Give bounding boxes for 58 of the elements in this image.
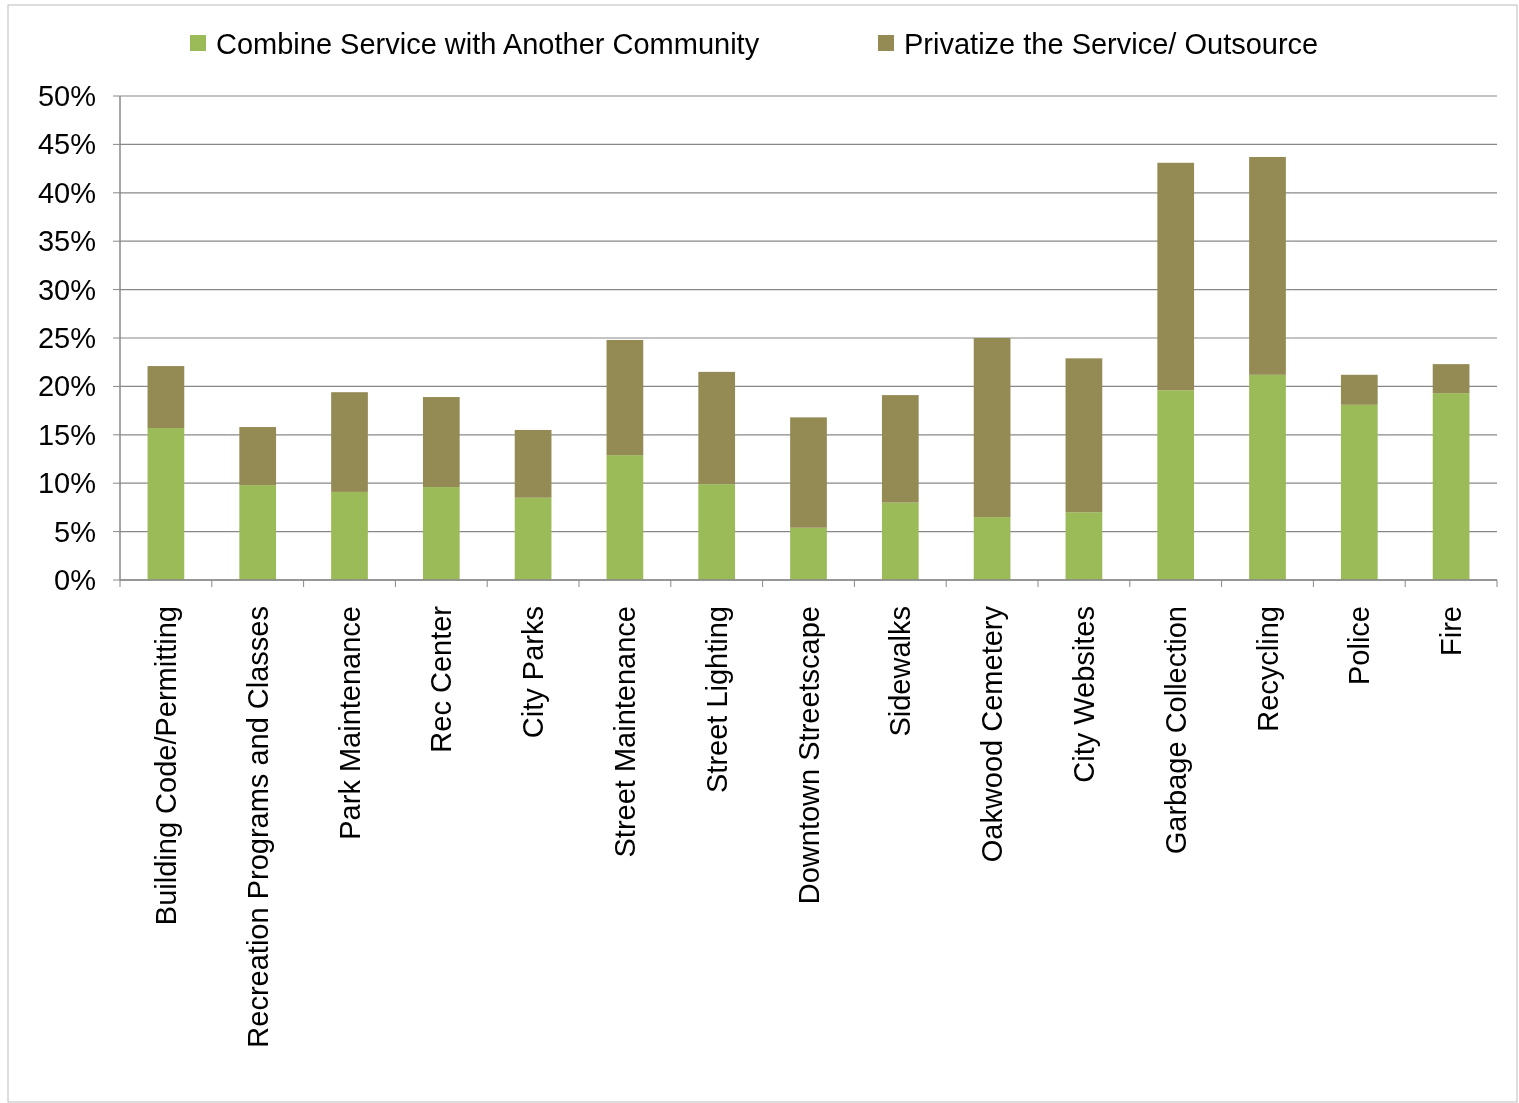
bar — [698, 371, 736, 485]
x-tick-label: Park Maintenance — [333, 606, 366, 840]
bar — [331, 491, 368, 580]
x-tick-label: Building Code/Permitting — [149, 606, 182, 926]
x-tick-label: Recycling — [1251, 606, 1284, 732]
y-tick-label: 20% — [37, 370, 96, 403]
bar — [1065, 512, 1103, 580]
bar — [1340, 374, 1378, 405]
y-tick-label: 10% — [37, 467, 96, 500]
bar — [331, 392, 368, 492]
x-tick-label: City Websites — [1067, 606, 1100, 783]
x-tick-label: Street Lighting — [700, 606, 733, 794]
y-tick-label: 5% — [54, 515, 96, 548]
bar — [881, 502, 919, 580]
x-tick-label: Fire — [1435, 606, 1468, 656]
x-tick-label: Sidewalks — [884, 606, 917, 737]
bar — [606, 455, 644, 580]
bar — [514, 429, 552, 498]
x-tick-label: Street Maintenance — [608, 606, 641, 858]
bar — [147, 366, 185, 429]
y-tick-label: 25% — [37, 322, 96, 354]
bar — [606, 339, 644, 456]
bar — [698, 484, 736, 580]
bar — [1432, 364, 1470, 394]
bar — [790, 417, 827, 528]
bar — [790, 527, 827, 580]
bar — [1249, 156, 1286, 375]
legend-label: Combine Service with Another Community — [216, 28, 760, 60]
bar — [422, 487, 460, 580]
x-tick-label: Rec Center — [425, 605, 458, 753]
y-tick-label: 40% — [37, 176, 96, 209]
x-tick-label: Recreation Programs and Classes — [241, 606, 274, 1048]
bar — [1157, 162, 1195, 391]
x-tick-label: City Parks — [517, 606, 550, 739]
y-tick-label: 0% — [54, 564, 96, 596]
y-tick-label: 45% — [37, 128, 96, 161]
bar — [1432, 393, 1470, 580]
y-tick-label: 50% — [37, 80, 96, 112]
bar — [239, 427, 277, 486]
x-tick-label: Oakwood Cemetery — [976, 605, 1009, 863]
y-tick-label: 15% — [37, 418, 96, 451]
bar — [514, 497, 552, 580]
bar — [1249, 374, 1286, 580]
y-tick-label: 35% — [37, 225, 96, 258]
legend-label: Privatize the Service/ Outsource — [904, 28, 1319, 60]
bar — [973, 517, 1011, 580]
x-tick-label: Garbage Collection — [1159, 606, 1192, 855]
bar — [1065, 358, 1103, 513]
bar — [147, 428, 185, 580]
bar — [1340, 404, 1378, 580]
bar — [239, 485, 277, 580]
x-tick-label: Downtown Streetscape — [792, 606, 825, 905]
x-tick-label: Police — [1343, 606, 1376, 685]
bar — [973, 338, 1011, 518]
y-tick-label: 30% — [37, 273, 96, 306]
bar — [422, 397, 460, 488]
bar — [881, 395, 919, 503]
bar — [1157, 390, 1195, 580]
